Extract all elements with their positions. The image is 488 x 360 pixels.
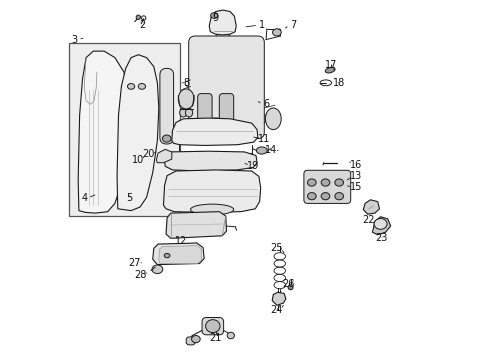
Ellipse shape (325, 67, 334, 73)
Text: 22: 22 (362, 215, 374, 225)
Ellipse shape (127, 84, 134, 89)
Text: 12: 12 (175, 236, 187, 246)
Ellipse shape (307, 179, 316, 186)
Ellipse shape (162, 135, 171, 142)
Ellipse shape (307, 193, 316, 200)
Ellipse shape (321, 179, 329, 186)
Text: 9: 9 (212, 13, 218, 23)
Polygon shape (78, 51, 128, 213)
Text: 27: 27 (128, 258, 141, 268)
FancyBboxPatch shape (303, 170, 350, 203)
Polygon shape (371, 217, 390, 235)
Text: 25: 25 (270, 243, 283, 253)
Text: 3: 3 (71, 35, 78, 45)
Text: 19: 19 (247, 161, 259, 171)
FancyBboxPatch shape (202, 318, 223, 335)
Ellipse shape (191, 336, 200, 343)
FancyBboxPatch shape (186, 337, 195, 345)
Ellipse shape (334, 193, 343, 200)
Ellipse shape (205, 118, 225, 134)
Ellipse shape (334, 179, 343, 186)
Text: 1: 1 (258, 20, 264, 30)
Text: 16: 16 (349, 159, 362, 170)
Ellipse shape (373, 219, 386, 229)
Polygon shape (156, 149, 171, 163)
Ellipse shape (210, 13, 218, 18)
Polygon shape (152, 243, 204, 265)
Text: 7: 7 (289, 20, 296, 30)
Text: 8: 8 (183, 78, 189, 88)
Polygon shape (117, 55, 159, 211)
Ellipse shape (227, 332, 234, 339)
Text: 14: 14 (264, 145, 276, 156)
Ellipse shape (321, 193, 329, 200)
Text: 17: 17 (324, 60, 336, 70)
Ellipse shape (287, 285, 292, 290)
Ellipse shape (179, 108, 186, 117)
Text: 20: 20 (142, 149, 154, 159)
Ellipse shape (178, 89, 194, 109)
Text: 28: 28 (134, 270, 146, 280)
Text: 24: 24 (270, 305, 283, 315)
Ellipse shape (185, 108, 192, 117)
FancyBboxPatch shape (219, 94, 233, 128)
Text: 10: 10 (132, 155, 144, 165)
Text: 18: 18 (332, 78, 344, 88)
Text: 5: 5 (126, 193, 132, 203)
Polygon shape (272, 292, 285, 305)
Text: 26: 26 (282, 279, 294, 289)
Text: 15: 15 (349, 182, 362, 192)
Ellipse shape (205, 320, 220, 333)
Text: 23: 23 (374, 233, 386, 243)
Polygon shape (209, 10, 236, 35)
Ellipse shape (265, 108, 281, 130)
FancyBboxPatch shape (197, 94, 212, 128)
Polygon shape (159, 246, 201, 264)
FancyBboxPatch shape (160, 68, 173, 144)
Ellipse shape (138, 84, 145, 89)
Ellipse shape (164, 253, 170, 258)
Polygon shape (363, 200, 379, 214)
Ellipse shape (136, 15, 140, 19)
FancyBboxPatch shape (188, 36, 264, 139)
Polygon shape (171, 118, 257, 145)
Ellipse shape (256, 147, 266, 154)
Polygon shape (166, 212, 226, 238)
Ellipse shape (190, 204, 233, 215)
Text: 4: 4 (81, 193, 87, 203)
Text: 2: 2 (139, 20, 145, 30)
Polygon shape (163, 170, 260, 212)
Bar (69, 43, 180, 216)
Polygon shape (164, 151, 257, 171)
Text: 6: 6 (263, 99, 268, 109)
Ellipse shape (152, 265, 163, 274)
Text: 11: 11 (258, 134, 270, 144)
Text: 21: 21 (208, 333, 221, 343)
Text: 13: 13 (349, 171, 362, 181)
Ellipse shape (272, 29, 281, 36)
